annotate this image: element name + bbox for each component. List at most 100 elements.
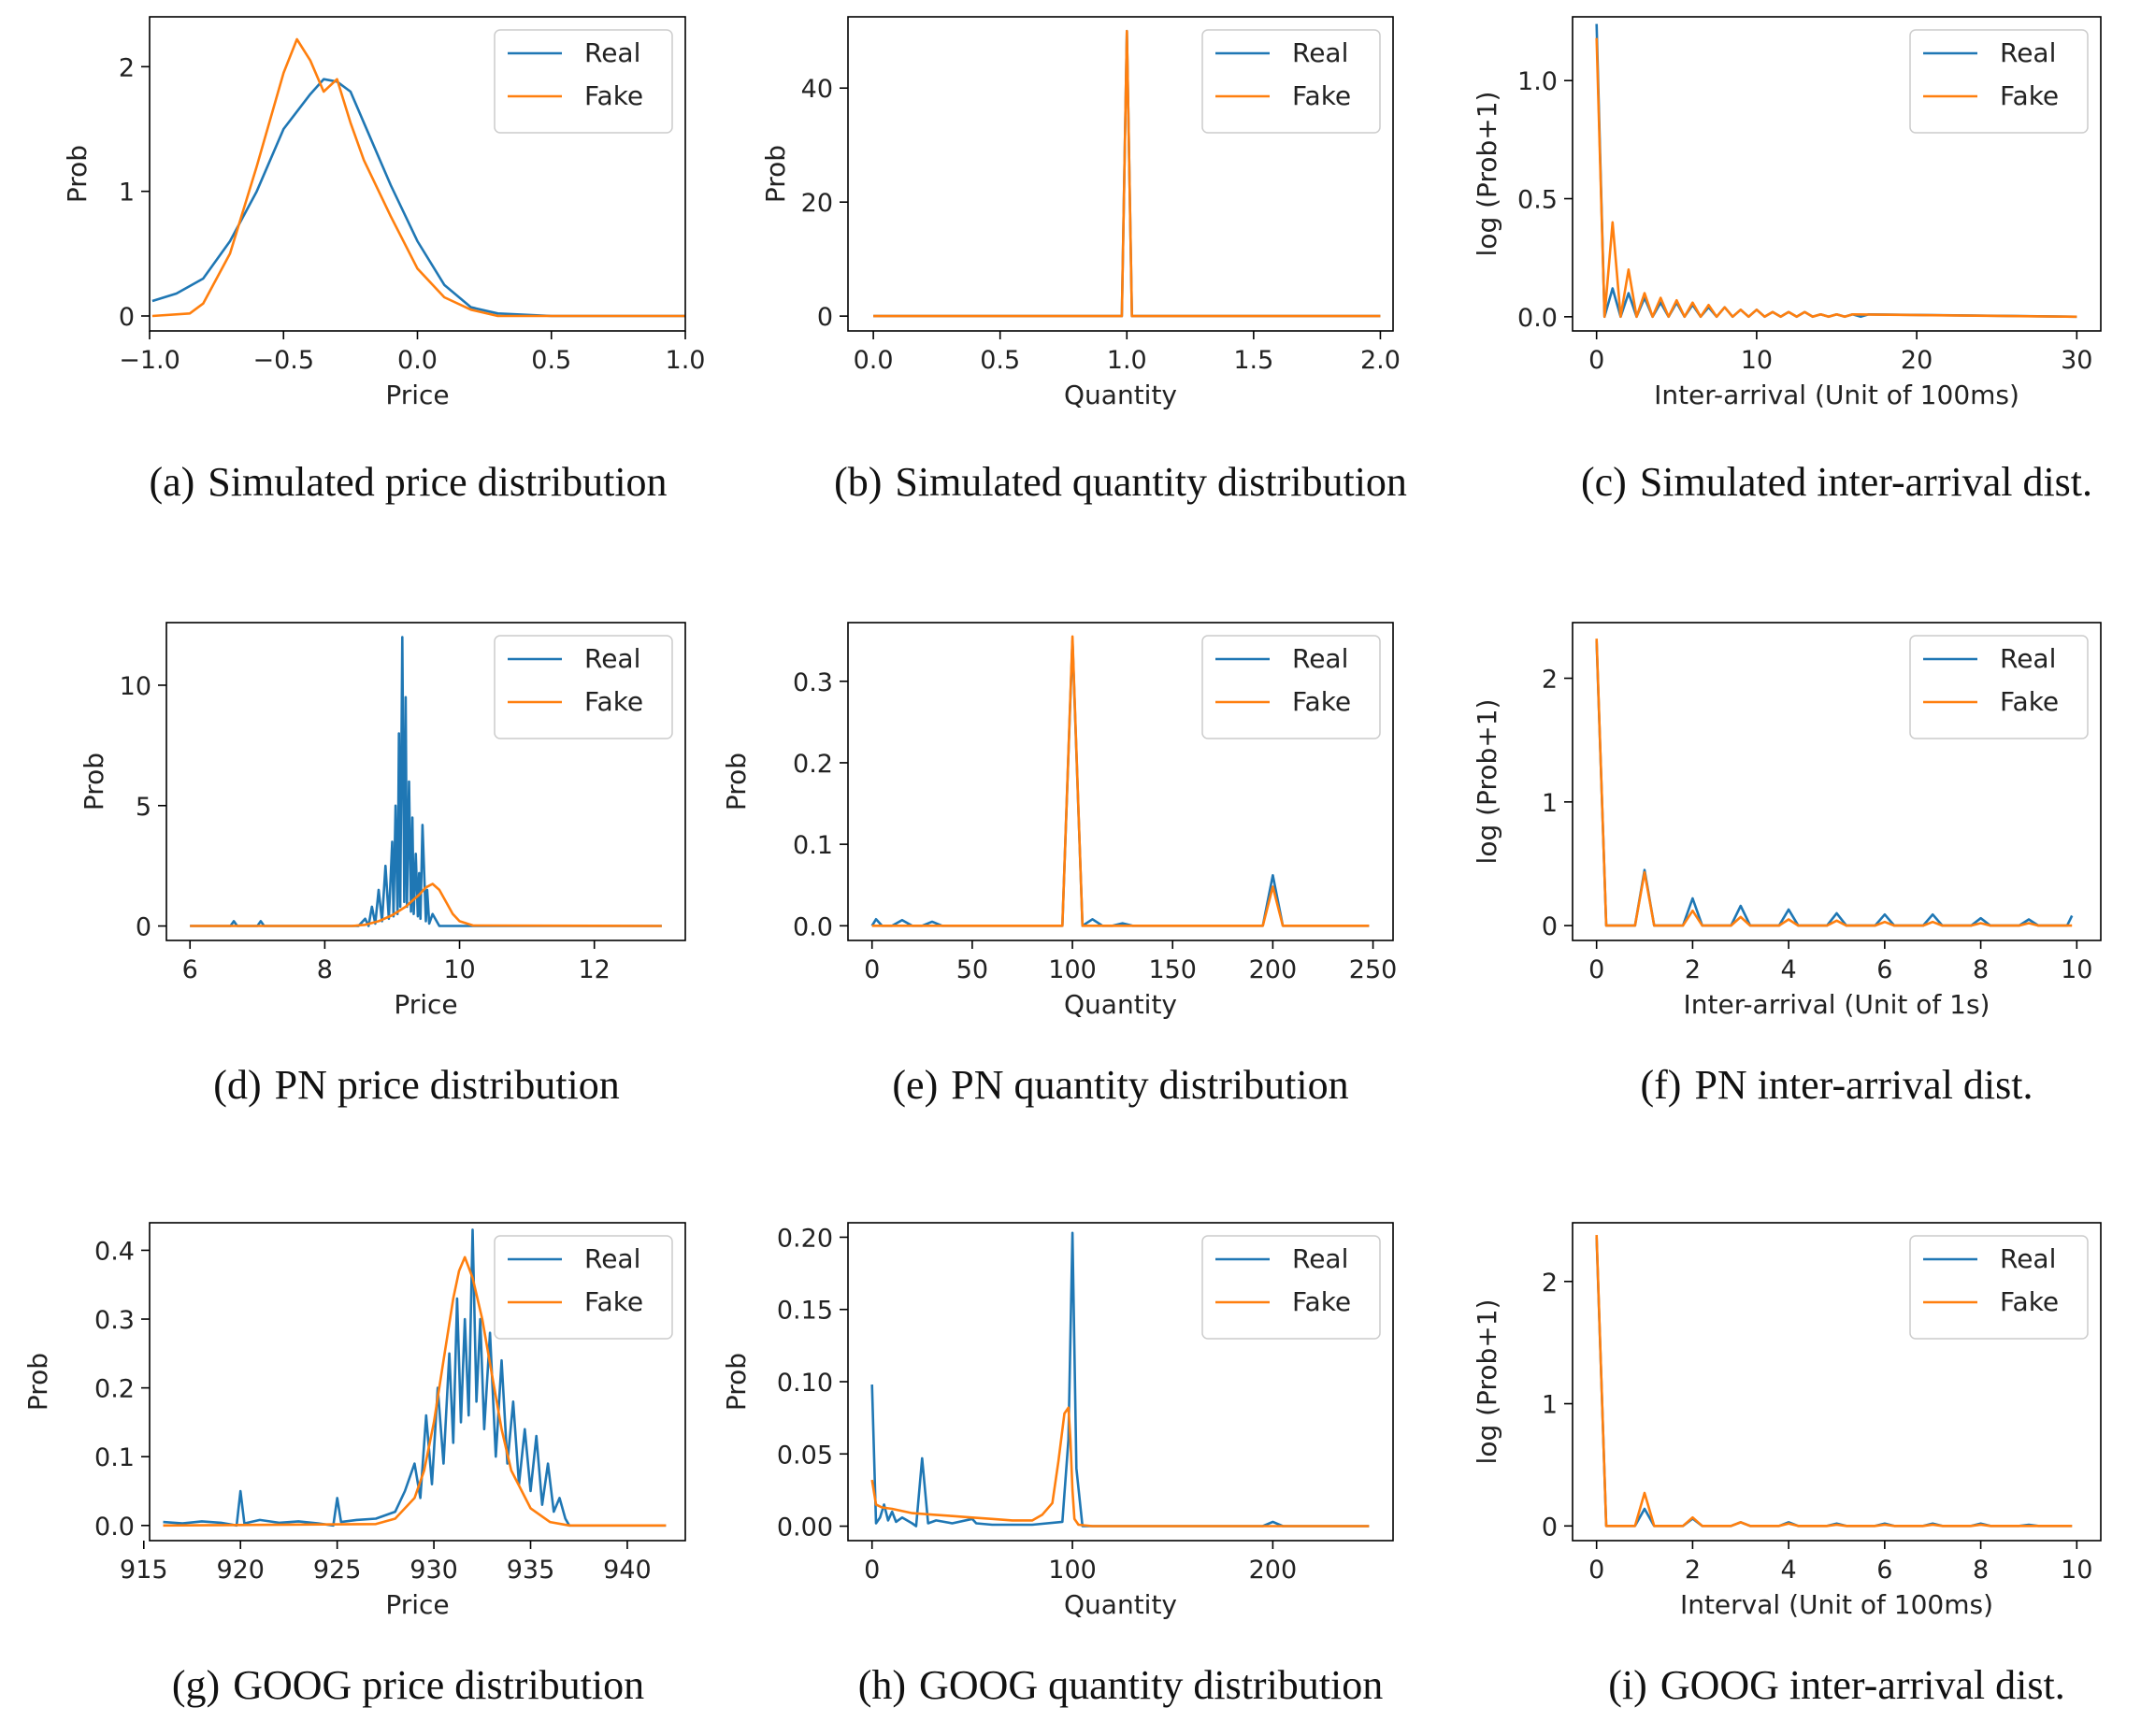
caption-text: PN quantity distribution <box>951 1062 1348 1108</box>
legend-label-fake: Fake <box>1292 686 1351 717</box>
y-axis-label: Prob <box>22 1353 53 1411</box>
legend-label-fake: Fake <box>584 80 643 111</box>
series-line-fake <box>151 37 685 318</box>
x-tick-label: 10 <box>1741 346 1773 375</box>
y-tick-label: 0.0 <box>94 1513 135 1542</box>
x-axis-label: Quantity <box>1064 380 1177 410</box>
x-tick-label: 8 <box>1973 1556 1989 1585</box>
subfigure-caption: (b) Simulated quantity distribution <box>834 459 1407 505</box>
legend-box <box>1909 635 2089 739</box>
legend-label-real: Real <box>584 37 640 68</box>
axes-frame <box>847 622 1394 941</box>
caption-tag: (g) <box>172 1662 220 1708</box>
x-tick-label: 100 <box>1048 1556 1097 1585</box>
subfigure-caption: (g) GOOG price distribution <box>172 1662 644 1708</box>
legend-label-real: Real <box>2000 1243 2056 1274</box>
y-tick-label: 0.0 <box>1517 304 1558 333</box>
legend-label-real: Real <box>2000 37 2056 68</box>
axes-frame <box>165 622 686 941</box>
legend-box <box>494 635 673 739</box>
x-tick-label: 935 <box>507 1556 555 1585</box>
y-tick-label: 0.15 <box>777 1297 833 1326</box>
subfigure-caption: (f) PN inter-arrival dist. <box>1640 1062 2033 1108</box>
series-line-real <box>870 1231 1370 1528</box>
x-axis-label: Inter-arrival (Unit of 1s) <box>1684 989 1990 1020</box>
x-tick-label: 930 <box>410 1556 458 1585</box>
y-tick-label: 0.05 <box>777 1441 833 1470</box>
x-tick-label: 20 <box>1901 346 1933 375</box>
x-tick-label: 150 <box>1148 955 1197 984</box>
x-tick-label: 0.0 <box>854 346 894 375</box>
series-line-fake <box>870 1406 1370 1528</box>
caption-text: GOOG inter-arrival dist. <box>1660 1662 2065 1708</box>
legend-label-real: Real <box>584 1243 640 1274</box>
x-axis-label: Inter-arrival (Unit of 100ms) <box>1654 380 2019 410</box>
axes-frame <box>847 16 1394 332</box>
y-axis-label: log (Prob+1) <box>1472 699 1502 865</box>
legend-label-fake: Fake <box>1292 1286 1351 1317</box>
x-tick-label: 0.5 <box>980 346 1020 375</box>
x-axis-label: Interval (Unit of 100ms) <box>1680 1589 1993 1620</box>
subfigure-caption: (d) PN price distribution <box>213 1062 619 1108</box>
y-tick-label: 1 <box>119 179 135 208</box>
series-line-real <box>163 1228 667 1528</box>
panel-f: 0 2 4 6 8 10 0 1 2 Inter-arrival (Unit of 1s) log … <box>1472 622 2102 1108</box>
y-axis-label: Prob <box>62 145 93 203</box>
x-tick-label: 10 <box>2061 1556 2092 1585</box>
legend-box <box>1201 635 1381 739</box>
series-line-fake <box>1595 1235 2073 1528</box>
x-tick-label: 2.0 <box>1360 346 1401 375</box>
caption-text: GOOG price distribution <box>233 1662 644 1708</box>
y-axis-label: Prob <box>79 753 109 811</box>
legend-label-fake: Fake <box>2000 1286 2059 1317</box>
x-tick-label: −0.5 <box>252 346 314 375</box>
y-tick-label: 2 <box>119 53 135 82</box>
caption-tag: (d) <box>213 1062 261 1108</box>
y-tick-label: 0.0 <box>793 912 833 941</box>
x-tick-label: 0 <box>1588 346 1604 375</box>
x-tick-label: 920 <box>216 1556 265 1585</box>
y-tick-label: 20 <box>801 189 833 218</box>
x-tick-label: 0 <box>864 955 880 984</box>
x-axis-label: Quantity <box>1064 1589 1177 1620</box>
x-tick-label: 200 <box>1249 1556 1298 1585</box>
y-tick-label: 0.3 <box>793 668 833 697</box>
series-line-fake <box>163 1255 667 1528</box>
legend-label-real: Real <box>2000 643 2056 674</box>
y-tick-label: 1 <box>1542 789 1558 818</box>
x-tick-label: 915 <box>120 1556 168 1585</box>
caption-text: Simulated inter-arrival dist. <box>1640 459 2092 505</box>
x-tick-label: 10 <box>2061 955 2092 984</box>
series-line-real <box>151 78 685 318</box>
caption-tag: (e) <box>892 1062 938 1108</box>
y-tick-label: 2 <box>1542 1269 1558 1298</box>
subfigure-caption: (e) PN quantity distribution <box>892 1062 1348 1108</box>
x-tick-label: 30 <box>2061 346 2092 375</box>
x-tick-label: 4 <box>1781 1556 1797 1585</box>
x-tick-label: 6 <box>1876 1556 1892 1585</box>
y-tick-label: 1.0 <box>1517 67 1558 96</box>
x-axis-label: Price <box>385 1589 449 1620</box>
x-tick-label: 6 <box>182 955 198 984</box>
caption-text: GOOG quantity distribution <box>919 1662 1383 1708</box>
legend-box <box>1201 29 1381 134</box>
x-tick-label: 4 <box>1781 955 1797 984</box>
y-tick-label: 0.20 <box>777 1224 833 1253</box>
x-tick-label: 10 <box>443 955 475 984</box>
caption-text: Simulated price distribution <box>208 459 667 505</box>
x-tick-label: 100 <box>1048 955 1097 984</box>
y-axis-label: Prob <box>760 145 791 203</box>
x-tick-label: 940 <box>603 1556 652 1585</box>
legend-label-fake: Fake <box>1292 80 1351 111</box>
x-tick-label: 250 <box>1349 955 1398 984</box>
subfigure-caption: (i) GOOG inter-arrival dist. <box>1608 1662 2064 1708</box>
y-tick-label: 2 <box>1542 666 1558 695</box>
y-tick-label: 0 <box>1542 912 1558 941</box>
panel-g: 915 920 925 930 935 940 0.0 0.1 0.2 0.3 0.4 Price Pr… <box>22 1222 686 1708</box>
legend-label-fake: Fake <box>584 686 643 717</box>
x-axis-label: Price <box>394 989 457 1020</box>
panel-b: 0.0 0.5 1.0 1.5 2.0 0 20 40 Quantity Prob Real Fake… <box>760 16 1407 505</box>
axes-frame <box>1572 622 2102 941</box>
panel-d: 6 8 10 12 0 5 10 Price Prob Real Fake (d) PN price d… <box>79 622 686 1108</box>
